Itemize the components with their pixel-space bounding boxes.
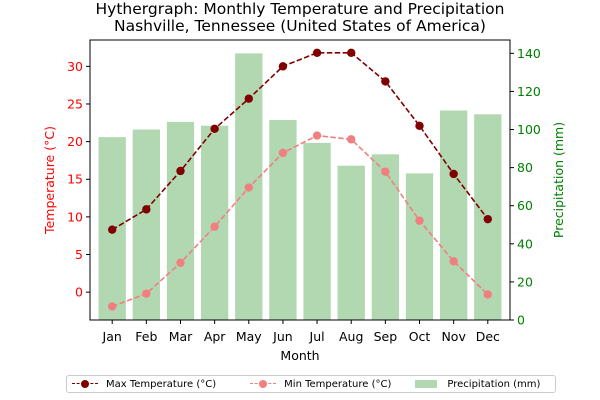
x-tick-label-mar: Mar xyxy=(169,329,193,344)
max-temp-point-dec xyxy=(483,214,493,224)
max-temp-point-feb xyxy=(142,205,151,214)
legend-label-min-temp: Min Temperature (°C) xyxy=(284,378,392,390)
x-tick-label-nov: Nov xyxy=(441,329,466,344)
legend-label-precip: Precipitation (mm) xyxy=(447,378,541,390)
right-tick-label-20: 20 xyxy=(517,274,533,289)
precip-bar-aug xyxy=(337,165,365,320)
max-temp-point-sep xyxy=(381,77,390,86)
left-tick-label-10: 10 xyxy=(67,209,83,224)
chart-title-line2: Nashville, Tennessee (United States of A… xyxy=(114,17,486,35)
x-tick-label-jun: Jun xyxy=(272,329,293,344)
x-tick-label-feb: Feb xyxy=(135,329,157,344)
legend-label-max-temp: Max Temperature (°C) xyxy=(106,378,217,390)
left-tick-label-0: 0 xyxy=(75,285,83,300)
min-temp-point-oct xyxy=(415,216,424,225)
min-temp-point-nov xyxy=(449,257,458,266)
max-temp-point-jun xyxy=(278,62,288,71)
precip-bar-sep xyxy=(371,154,400,320)
min-temp-point-jan xyxy=(107,302,117,311)
legend-swatch-max-temp xyxy=(72,379,98,389)
precip-bar-oct xyxy=(405,173,434,320)
max-temp-point-mar xyxy=(176,166,185,176)
y-axis-label-left: Temperature (°C) xyxy=(42,126,57,235)
y-axis-label-right: Precipitation (mm) xyxy=(551,122,566,238)
min-temp-point-mar xyxy=(176,258,185,267)
legend-swatch-min-temp xyxy=(250,379,277,389)
min-temp-point-jun xyxy=(278,148,288,158)
chart-legend: Max Temperature (°C) Min Temperature (°C… xyxy=(66,375,556,393)
min-temp-point-feb xyxy=(142,289,151,298)
left-tick-label-25: 25 xyxy=(67,96,83,111)
chart-title-line1: Hythergraph: Monthly Temperature and Pre… xyxy=(95,0,505,18)
max-temp-point-aug xyxy=(347,48,356,57)
x-tick-label-jan: Jan xyxy=(102,329,122,344)
min-temp-point-dec xyxy=(483,290,493,299)
legend-swatch-precip xyxy=(413,379,439,389)
max-temp-point-jan xyxy=(107,225,117,234)
right-tick-label-80: 80 xyxy=(517,160,533,175)
x-tick-label-jul: Jul xyxy=(309,329,325,344)
max-temp-point-oct xyxy=(415,121,424,131)
x-tick-label-may: May xyxy=(236,329,262,344)
max-temp-point-may xyxy=(244,94,253,103)
left-tick-label-20: 20 xyxy=(67,134,83,149)
left-tick-label-15: 15 xyxy=(67,172,83,187)
max-temp-line xyxy=(111,51,489,231)
x-tick-label-oct: Oct xyxy=(409,329,431,344)
plot-frame xyxy=(89,39,511,321)
left-tick-label-30: 30 xyxy=(67,59,83,74)
max-temp-point-jul xyxy=(312,48,322,57)
legend-item-max-temp: Max Temperature (°C) xyxy=(72,379,216,390)
min-temp-point-jul xyxy=(312,131,322,140)
right-tick-label-120: 120 xyxy=(517,84,541,99)
precip-bar-nov xyxy=(440,110,468,320)
min-temp-line xyxy=(111,134,489,308)
precip-bar-mar xyxy=(166,121,195,321)
x-axis-label: Month xyxy=(280,348,319,363)
max-temp-point-apr xyxy=(210,124,219,134)
left-tick-label-5: 5 xyxy=(75,247,83,262)
legend-item-precip: Precipitation (mm) xyxy=(413,379,540,390)
right-tick-label-100: 100 xyxy=(517,122,541,137)
x-tick-label-apr: Apr xyxy=(204,329,226,344)
min-temp-point-sep xyxy=(381,167,390,176)
x-tick-label-sep: Sep xyxy=(374,329,398,344)
x-tick-label-aug: Aug xyxy=(339,329,363,344)
right-tick-label-60: 60 xyxy=(517,198,533,213)
max-temp-point-nov xyxy=(449,169,458,179)
legend-item-min-temp: Min Temperature (°C) xyxy=(250,379,391,390)
right-tick-label-140: 140 xyxy=(517,46,541,61)
right-tick-label-40: 40 xyxy=(517,236,533,251)
precip-bar-feb xyxy=(132,129,160,320)
right-tick-label-0: 0 xyxy=(517,313,525,328)
precip-bar-jul xyxy=(303,142,331,320)
min-temp-point-may xyxy=(244,183,253,192)
min-temp-point-aug xyxy=(347,135,356,144)
min-temp-point-apr xyxy=(210,222,219,231)
x-tick-label-dec: Dec xyxy=(476,329,500,344)
